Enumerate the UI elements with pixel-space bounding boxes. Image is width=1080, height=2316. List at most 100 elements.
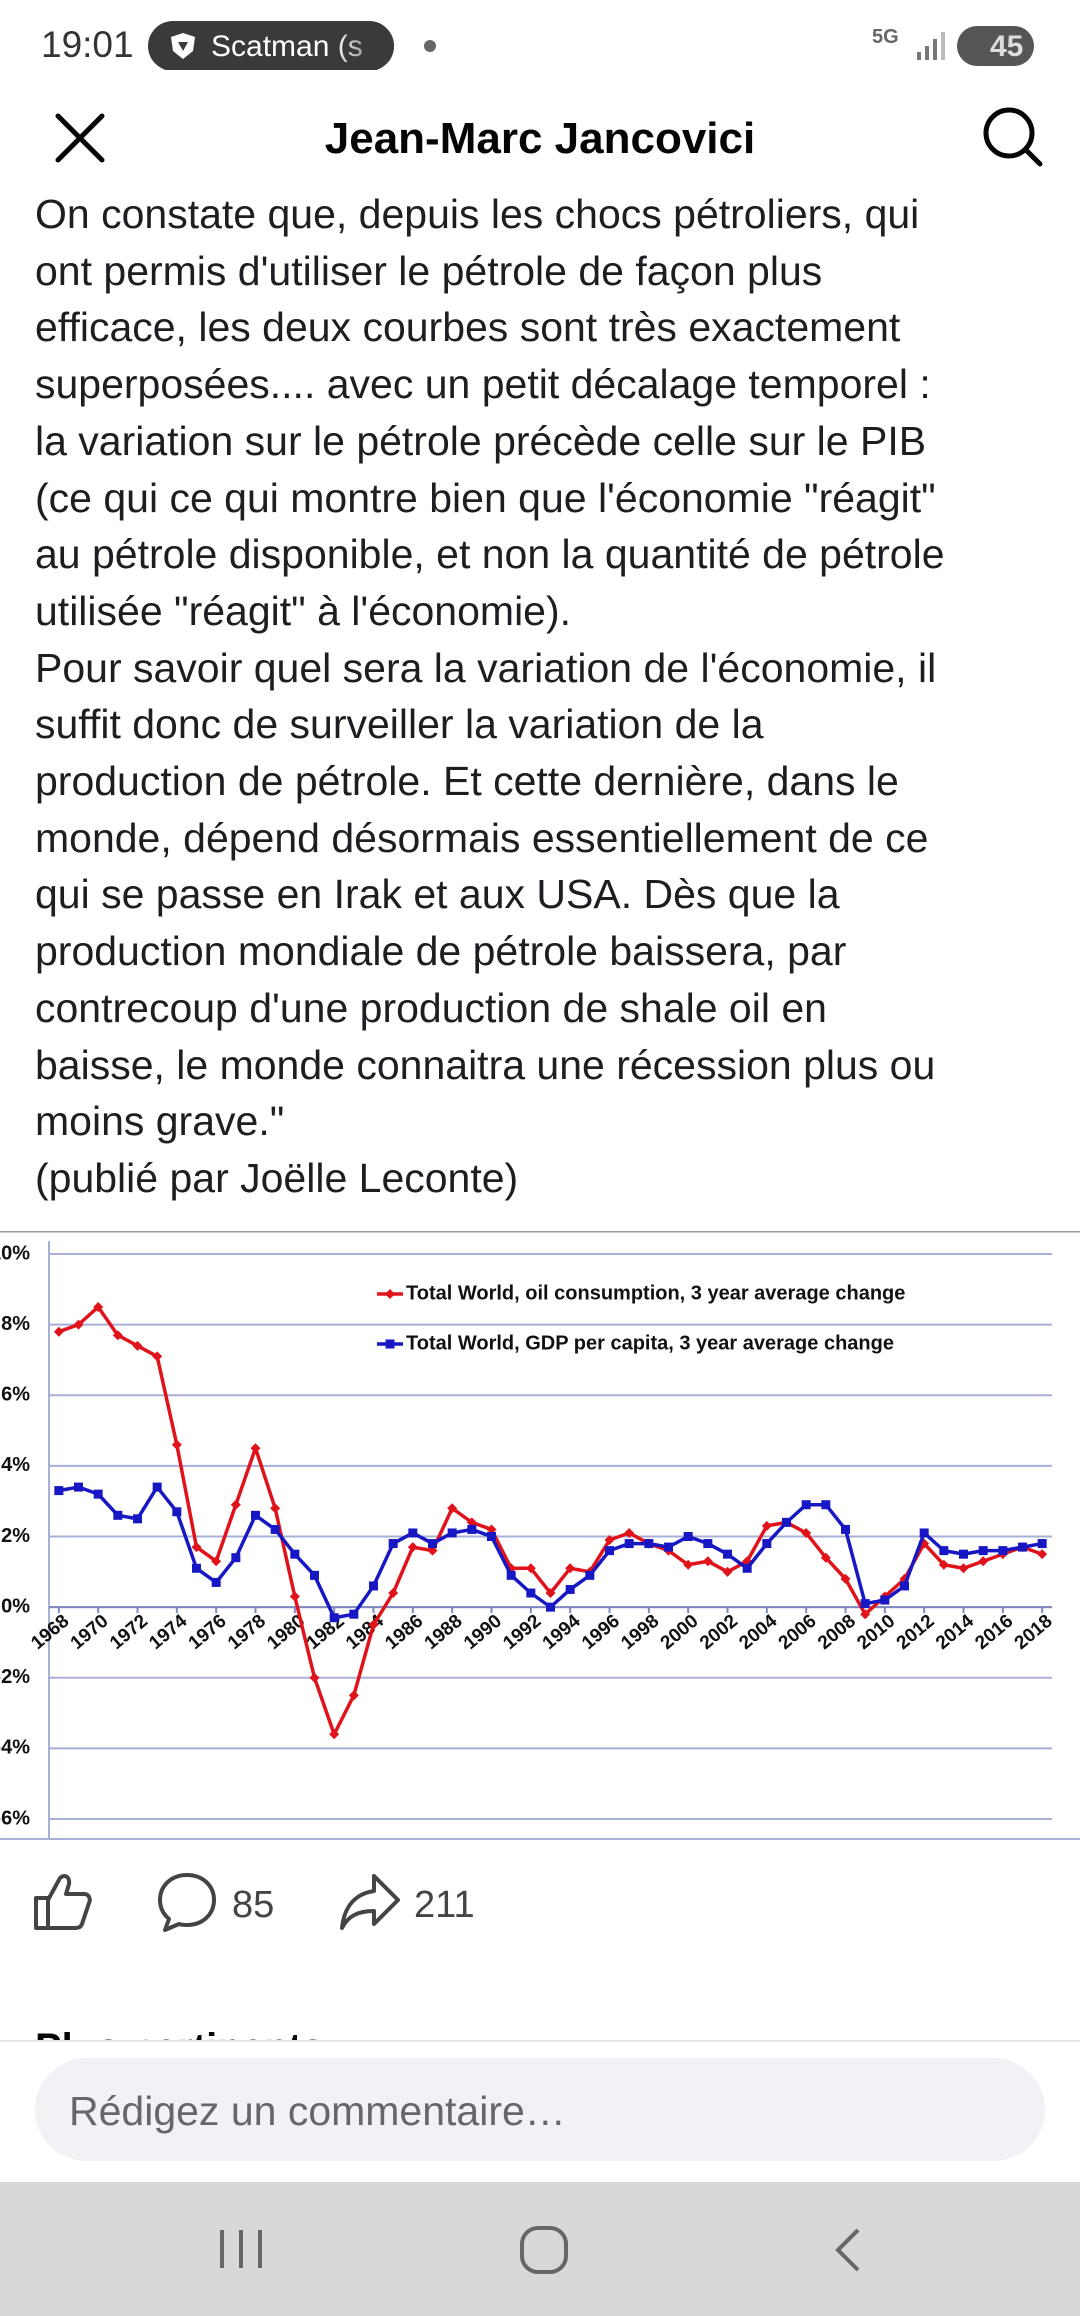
x-tick-label: 1978	[224, 1611, 270, 1654]
x-tick-label: 1972	[106, 1611, 152, 1654]
data-point	[250, 1443, 261, 1454]
share-count: 211	[414, 1884, 475, 1926]
y-tick-label: 6%	[1, 1384, 30, 1406]
like-button[interactable]	[32, 1870, 92, 1934]
data-point	[467, 1524, 477, 1534]
notification-dot	[424, 40, 436, 52]
data-point	[329, 1729, 340, 1740]
comment-bar: Rédigez un commentaire…	[0, 2040, 1080, 2184]
text-line: efficace, les deux courbes sont très exa…	[35, 304, 901, 351]
y-tick-label: -2%	[0, 1666, 30, 1688]
data-point	[820, 1552, 831, 1563]
text-line: superposées.... avec un petit décalage t…	[35, 361, 931, 408]
data-point	[761, 1520, 772, 1531]
y-tick-label: 10%	[0, 1242, 30, 1264]
comment-button[interactable]	[155, 1870, 219, 1934]
text-line: monde, dépend désormais essentiellement …	[35, 814, 929, 861]
data-point	[172, 1507, 182, 1517]
data-point	[546, 1602, 555, 1612]
home-button[interactable]	[518, 2224, 570, 2276]
data-point	[644, 1539, 654, 1549]
x-tick-label: 1988	[421, 1611, 467, 1654]
data-point	[289, 1591, 300, 1602]
data-point	[211, 1577, 221, 1587]
media-title: Scatman (s	[211, 30, 363, 63]
data-point	[407, 1542, 418, 1553]
x-tick-label: 2006	[775, 1611, 821, 1654]
x-tick-label: 1992	[499, 1611, 545, 1654]
text-line: (ce qui ce qui montre bien que l'économi…	[35, 474, 936, 521]
x-tick-label: 2010	[853, 1611, 899, 1654]
data-point	[585, 1570, 595, 1580]
data-point	[427, 1545, 438, 1556]
data-point	[447, 1503, 458, 1514]
x-tick-label: 2008	[814, 1611, 860, 1654]
text-line: moins grave."	[35, 1098, 285, 1145]
data-point	[545, 1588, 556, 1598]
signal-icon	[917, 32, 945, 60]
y-tick-label: -4%	[0, 1737, 30, 1759]
page-title: Jean-Marc Jancovici	[324, 114, 756, 163]
comment-placeholder: Rédigez un commentaire…	[69, 2088, 566, 2134]
data-point	[821, 1500, 831, 1510]
data-point	[723, 1549, 732, 1559]
x-tick-label: 2002	[696, 1611, 742, 1654]
x-tick-label: 2012	[893, 1611, 939, 1654]
data-point	[74, 1482, 83, 1492]
y-tick-label: 0%	[1, 1595, 30, 1617]
data-point	[703, 1539, 713, 1549]
data-point	[664, 1542, 673, 1552]
data-point	[565, 1584, 575, 1594]
comment-input[interactable]: Rédigez un commentaire…	[35, 2058, 1045, 2161]
data-point	[683, 1559, 694, 1570]
data-point	[211, 1556, 222, 1567]
data-point	[801, 1527, 812, 1538]
data-point	[1037, 1539, 1047, 1549]
status-bar: 19:01 Scatman (s 5G 45	[0, 0, 1080, 71]
data-point	[290, 1549, 300, 1559]
close-button[interactable]	[52, 110, 108, 166]
data-point	[880, 1595, 890, 1605]
data-point	[624, 1527, 635, 1538]
data-point	[801, 1500, 811, 1510]
x-tick-label: 2014	[932, 1610, 978, 1654]
data-point	[152, 1482, 162, 1492]
text-line: utilisée "réagit" à l'économie).	[35, 587, 572, 634]
data-point	[1037, 1549, 1048, 1560]
data-point	[605, 1546, 614, 1556]
navigation-bar	[0, 2182, 1080, 2316]
text-line: la variation sur le pétrole précède cell…	[35, 417, 927, 464]
data-point	[93, 1301, 104, 1312]
data-point	[487, 1532, 496, 1541]
data-point	[348, 1690, 359, 1701]
x-tick-label: 1970	[67, 1611, 113, 1654]
data-point	[309, 1672, 320, 1683]
x-tick-label: 1996	[578, 1611, 624, 1654]
data-point	[230, 1499, 241, 1510]
recents-button[interactable]	[216, 2226, 266, 2272]
post-text: On constate que, depuis les chocs pétrol…	[35, 186, 945, 1207]
data-point	[231, 1553, 241, 1563]
data-point	[388, 1588, 399, 1598]
battery: 45	[957, 26, 1034, 66]
comment-count: 85	[232, 1884, 275, 1926]
back-button[interactable]	[828, 2226, 868, 2274]
media-chip[interactable]: Scatman (s	[148, 21, 394, 71]
x-tick-label: 2018	[1011, 1611, 1057, 1654]
chart: -6%-4%-2%0%2%4%6%8%10%196819701972197419…	[0, 1231, 1080, 1840]
data-point	[368, 1619, 379, 1630]
legend-marker	[385, 1289, 395, 1299]
x-tick-label: 1986	[381, 1611, 427, 1654]
search-button[interactable]	[980, 104, 1046, 170]
x-tick-label: 1998	[617, 1611, 663, 1654]
text-line: Pour savoir quel sera la variation de l'…	[35, 644, 937, 691]
data-point	[112, 1330, 123, 1341]
text-line: baisse, le monde connaitra une récession…	[35, 1041, 936, 1088]
x-tick-label: 2000	[657, 1611, 703, 1654]
share-button[interactable]	[338, 1870, 402, 1934]
data-point	[388, 1539, 398, 1549]
text-line: production mondiale de pétrole baissera,…	[35, 928, 847, 975]
header: Jean-Marc Jancovici	[0, 70, 1080, 192]
text-line: On constate que, depuis les chocs pétrol…	[35, 191, 920, 237]
